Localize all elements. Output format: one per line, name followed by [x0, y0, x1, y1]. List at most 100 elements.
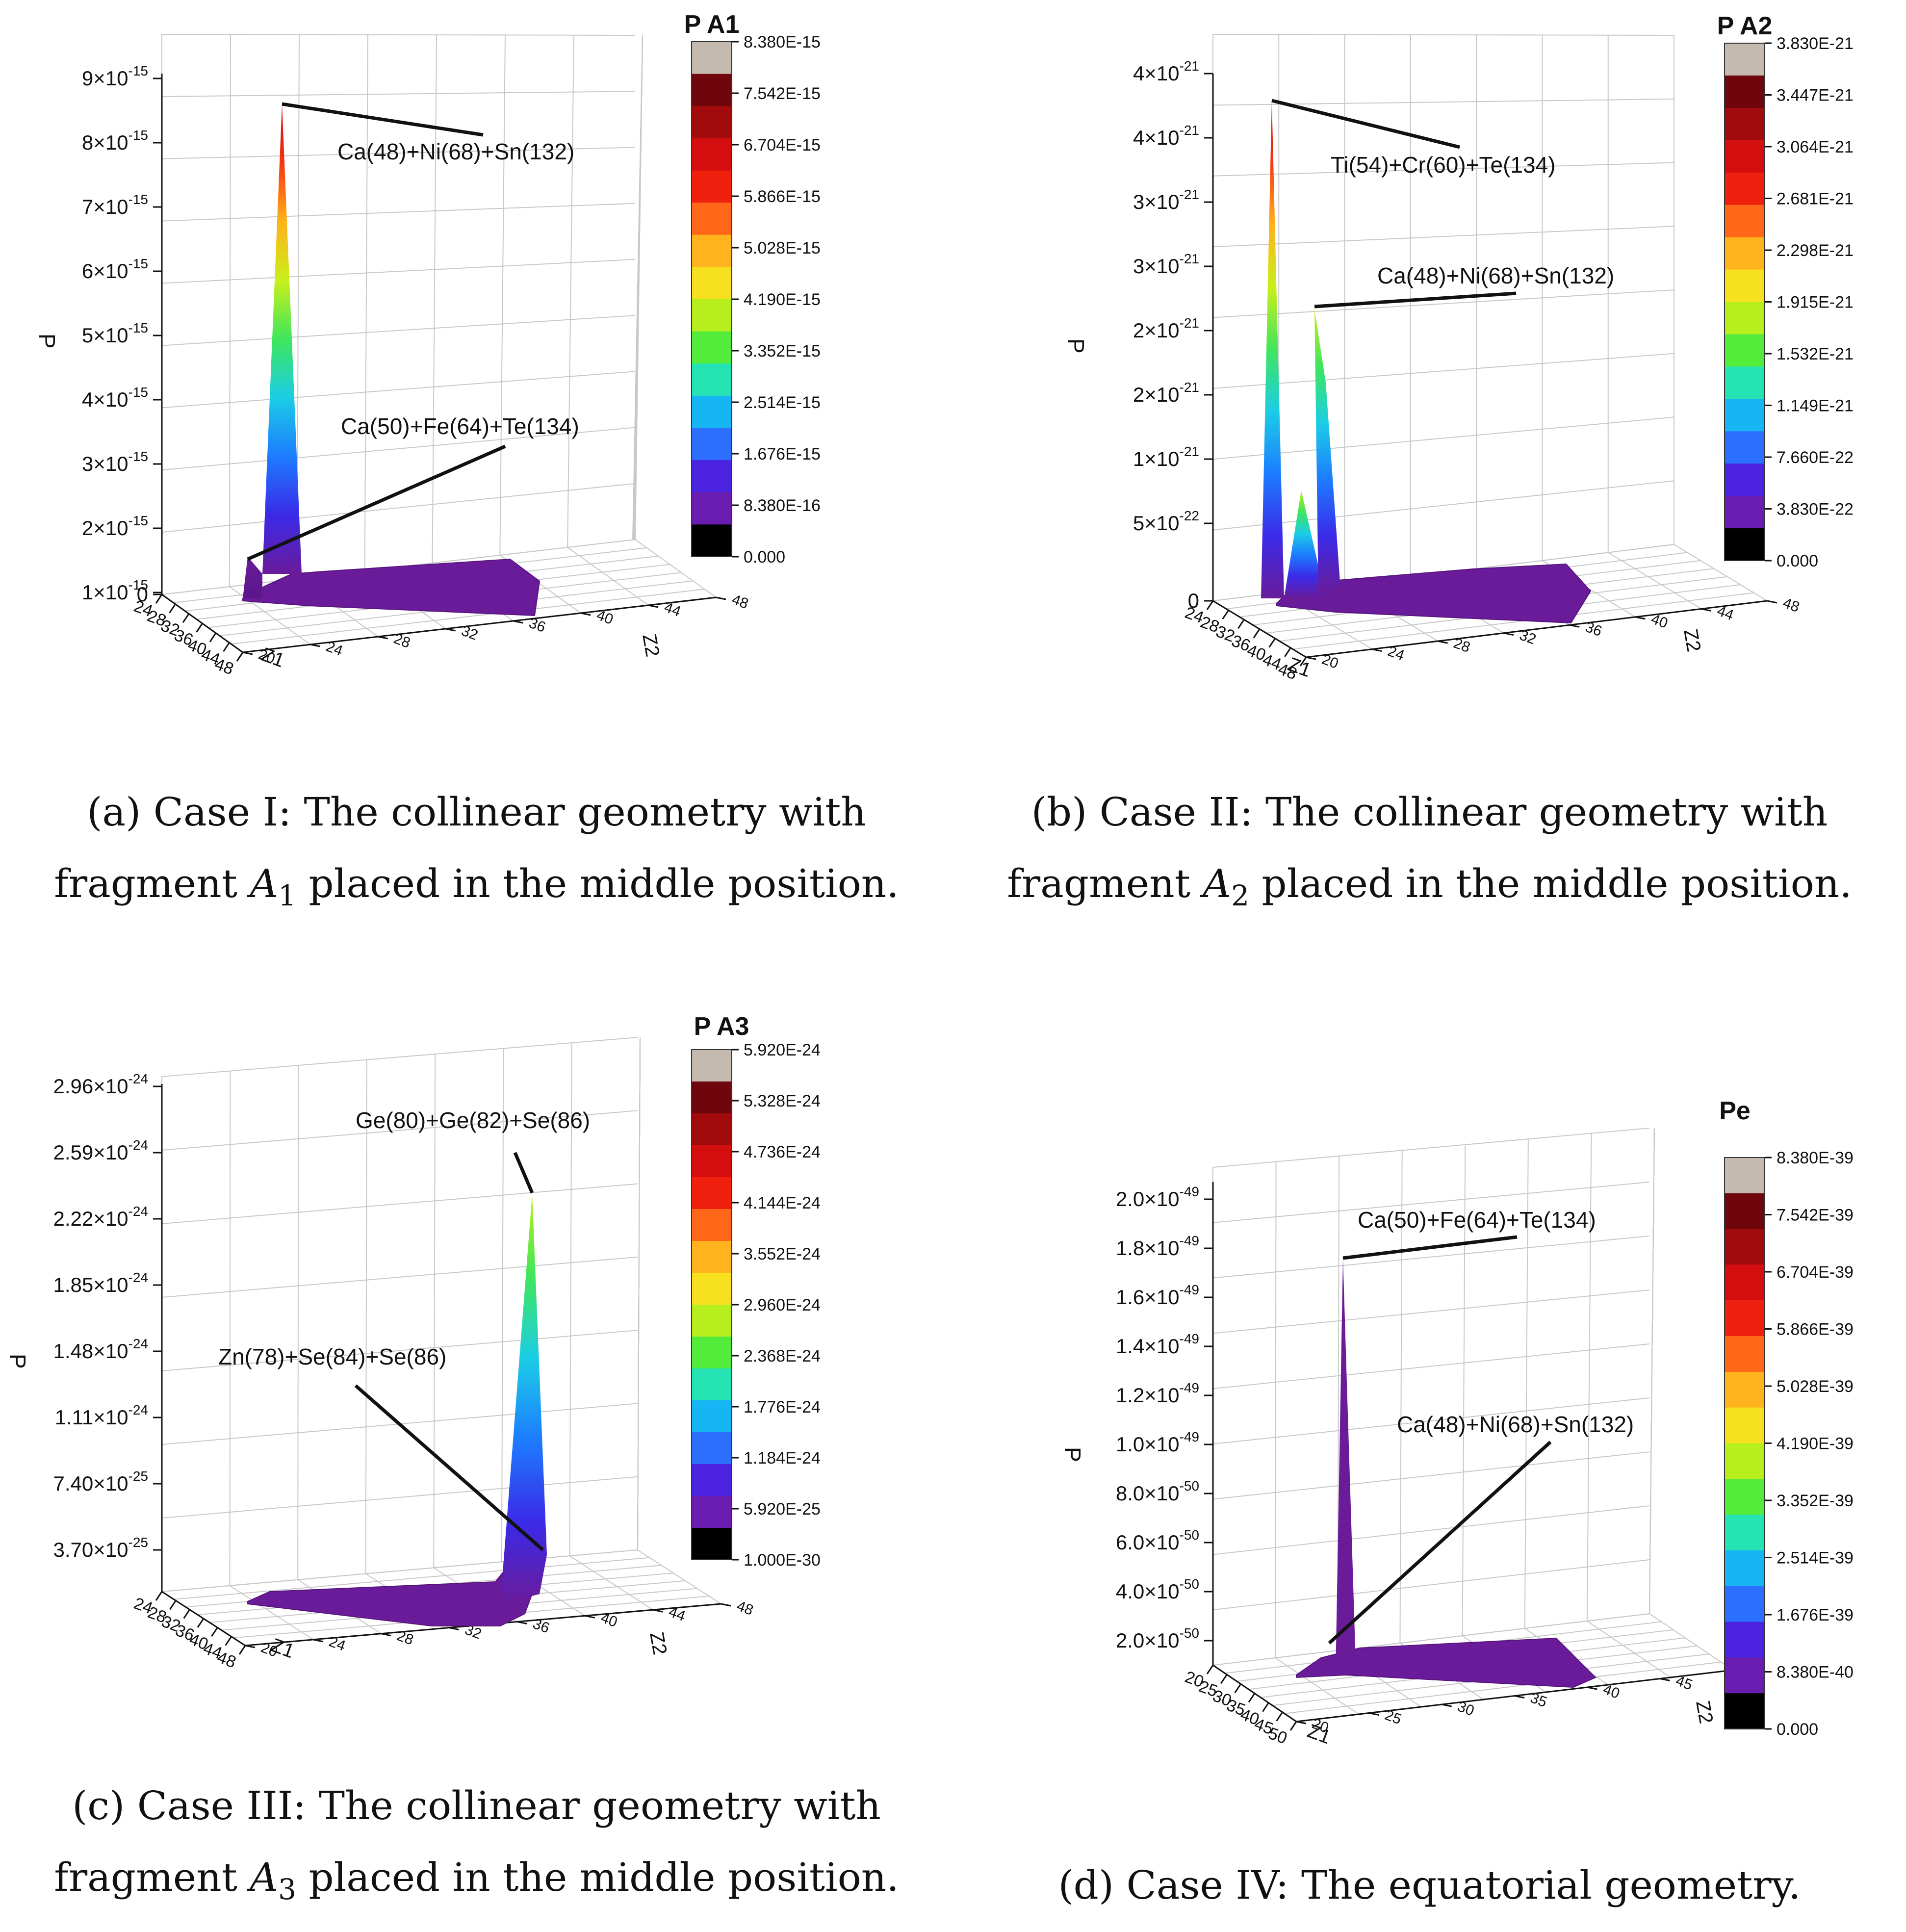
colorbar-tick-label: 1.776E-24	[744, 1398, 821, 1417]
z-tick-label: 2.0×10-50	[1116, 1625, 1199, 1652]
annotation-leader	[247, 444, 506, 561]
x-tick	[169, 603, 176, 614]
colorbar-title: P A1	[684, 10, 740, 39]
colorbar-segment	[1725, 205, 1765, 238]
back-wall-gridline	[161, 1183, 638, 1224]
z-tick-exponent: -15	[129, 513, 148, 528]
caption-c-line2: fragment A3 placed in the middle positio…	[54, 1855, 899, 1906]
panel-c: 2.96×10-24 2.59×10-24 2.22×10-24 1.85×10-24…	[0, 991, 953, 1776]
caption-c: (c) Case III: The collinear geometry wit…	[0, 1784, 953, 1906]
colorbar-segment	[692, 106, 732, 139]
colorbar-segment	[692, 42, 732, 75]
colorbar-segment	[1725, 1479, 1765, 1516]
plot-d-surface	[1296, 1258, 1597, 1688]
back-wall-gridline	[1212, 480, 1674, 531]
back-wall-gridline	[1212, 416, 1674, 460]
caption-d-line1: (d) Case IV: The equatorial geometry.	[1058, 1862, 1801, 1908]
surface-sheet	[242, 558, 541, 617]
colorbar-segment	[692, 1368, 732, 1401]
colorbar-tick-label: 4.190E-15	[744, 290, 821, 309]
surface-peak	[500, 1194, 547, 1604]
surface-peak	[262, 104, 302, 574]
z-tick-exponent: -21	[1180, 251, 1199, 266]
z-tick-label: 1.85×10-24	[53, 1270, 148, 1296]
back-wall-gridline	[1212, 34, 1674, 36]
y-axis-label: Z2	[1679, 627, 1704, 654]
z-tick-label: 1.0×10-49	[1116, 1429, 1199, 1456]
z-tick-exponent: -15	[129, 320, 148, 335]
colorbar-segment	[692, 1464, 732, 1496]
z-tick-label: 1.6×10-49	[1116, 1282, 1199, 1309]
back-wall-gridline	[1212, 1451, 1650, 1500]
z-tick-label: 4×10-21	[1133, 58, 1199, 85]
surface-peak	[1261, 101, 1284, 598]
z-tick-exponent: -15	[129, 256, 148, 271]
colorbar-segment	[692, 234, 732, 268]
plot-a-annotations: Ca(48)+Ni(68)+Sn(132) Ca(50)+Fe(64)+Te(13…	[247, 102, 579, 561]
colorbar-tick-label: 6.704E-39	[1777, 1263, 1854, 1282]
y-tick	[516, 1621, 527, 1624]
colorbar-segment	[1725, 172, 1765, 206]
floor-gridline	[174, 1557, 650, 1600]
colorbar-segment	[692, 1400, 732, 1433]
z-tick-label: 6×10-15	[82, 256, 148, 283]
x-tick	[1234, 1683, 1241, 1694]
z-tick-exponent: -50	[1180, 1527, 1199, 1543]
floor-gridline	[1674, 544, 1768, 601]
y-tick-label: 24	[1386, 643, 1407, 664]
x-tick	[197, 1618, 205, 1628]
panel-a: 9×10-15 8×10-15 7×10-15 6×10-15 5×10-15 4×10-…	[0, 0, 953, 785]
back-wall-gridline	[432, 35, 437, 564]
x-tick	[1248, 1693, 1256, 1703]
colorbar-tick-label: 7.542E-39	[1777, 1206, 1854, 1225]
back-wall-gridline	[1212, 1236, 1650, 1279]
colorbar-segment	[692, 1305, 732, 1337]
z-tick-exponent: -49	[1180, 1184, 1199, 1199]
floor-gridline	[1649, 1613, 1733, 1671]
colorbar-segment	[1725, 1371, 1765, 1408]
back-wall-gridline	[365, 1059, 367, 1574]
colorbar-tick-label: 7.542E-15	[744, 84, 821, 103]
caption-b-line2: fragment A2 placed in the middle positio…	[1007, 861, 1852, 912]
z-tick-exponent: -15	[129, 449, 148, 464]
colorbar-tick-label: 1.532E-21	[1777, 345, 1854, 363]
colorbar-tick-label: 0.000	[744, 548, 785, 567]
caption-a-line1: (a) Case I: The collinear geometry with	[87, 789, 866, 835]
colorbar-segment	[1725, 1407, 1765, 1444]
z-tick-label: 2×10-15	[82, 513, 148, 540]
y-tick	[1306, 656, 1316, 660]
z-axis-label: P	[5, 1354, 30, 1369]
back-wall-gridline	[1212, 1397, 1650, 1444]
colorbar-tick-label: 6.704E-15	[744, 136, 821, 155]
annotation-leader	[1328, 1441, 1552, 1645]
x-tick	[1206, 1665, 1214, 1674]
colorbar-tick-label: 5.866E-39	[1777, 1320, 1854, 1339]
back-wall-gridline	[433, 1054, 436, 1568]
back-wall-gridline	[364, 34, 368, 571]
x-tick	[1220, 1674, 1228, 1684]
colorbar-tick-label: 5.920E-24	[744, 1041, 821, 1059]
floor-gridline	[567, 547, 649, 606]
colorbar-segment	[1725, 107, 1765, 141]
x-tick	[1268, 638, 1276, 648]
colorbar-segment	[1725, 528, 1765, 561]
colorbar-segment	[692, 1209, 732, 1241]
x-tick	[211, 1627, 218, 1637]
y-tick	[648, 604, 659, 608]
z-tick-exponent: -24	[129, 1071, 148, 1086]
z-tick-exponent: -49	[1180, 1282, 1199, 1297]
floor-gridline	[637, 1549, 721, 1604]
y-tick	[653, 1609, 663, 1613]
colorbar-tick-label: 8.380E-15	[744, 33, 821, 52]
z-tick-label: 4×10-15	[82, 385, 148, 411]
y-tick	[1587, 1686, 1597, 1690]
z-axis-label: P	[1060, 1447, 1085, 1462]
z-tick-label: 0	[137, 583, 148, 606]
z-tick-exponent: -15	[129, 128, 148, 143]
colorbar-tick-label: 1.000E-30	[744, 1551, 821, 1570]
colorbar-tick-label: 0.000	[1777, 1720, 1818, 1739]
x-tick	[1206, 600, 1214, 610]
colorbar-segment	[1725, 1158, 1765, 1194]
surface-peak	[1336, 1258, 1355, 1675]
colorbar-segment	[1725, 1229, 1765, 1265]
